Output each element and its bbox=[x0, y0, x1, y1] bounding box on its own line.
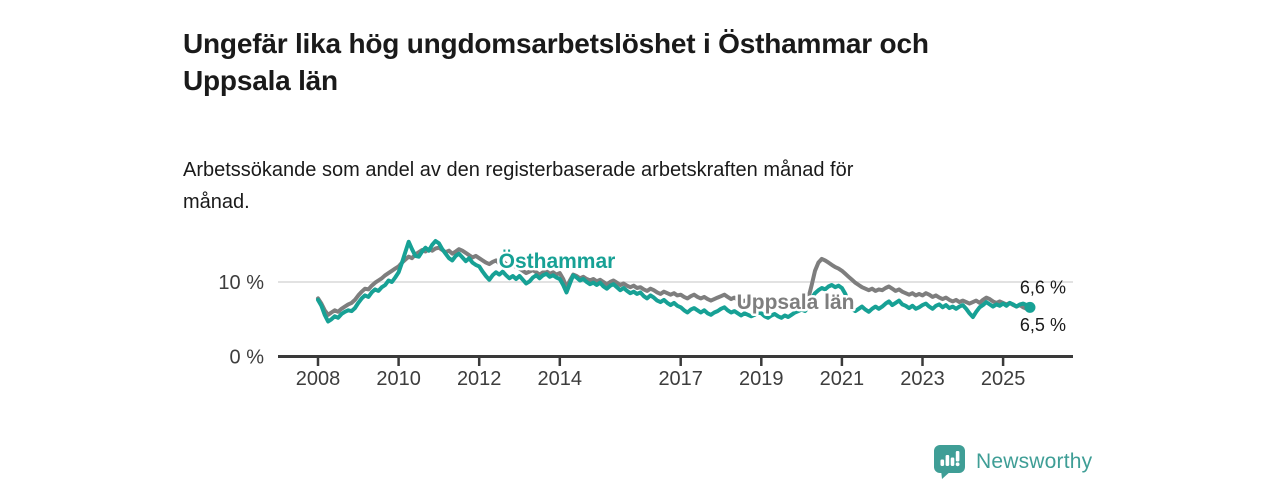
x-axis-label-2025: 2025 bbox=[981, 368, 1026, 390]
series-end-dot-1 bbox=[1024, 301, 1036, 313]
newsworthy-logo[interactable]: Newsworthy bbox=[933, 444, 1092, 480]
chart-title-line-2: Uppsala län bbox=[183, 64, 338, 96]
x-axis-label-2017: 2017 bbox=[658, 368, 703, 390]
logo-bar-short bbox=[940, 459, 945, 466]
logo-exclamation-dot bbox=[955, 462, 960, 467]
chart-subtitle-line-1: Arbetssökande som andel av den registerb… bbox=[183, 159, 854, 181]
chart-subtitle-line-2: månad. bbox=[183, 191, 250, 213]
x-axis-label-2008: 2008 bbox=[296, 368, 341, 390]
newsworthy-icon bbox=[934, 445, 965, 479]
end-value-label-low: 6,5 % bbox=[1020, 315, 1066, 335]
logo-exclamation-bar bbox=[955, 451, 960, 462]
series-name-label-uppsala-län: Uppsala län bbox=[737, 291, 855, 314]
series-line-0 bbox=[316, 245, 1032, 317]
x-axis-label-2023: 2023 bbox=[900, 368, 945, 390]
chart-title: Ungefär lika hög ungdomsarbetslöshet i Ö… bbox=[183, 25, 929, 99]
y-axis-label-10: 10 % bbox=[218, 272, 264, 294]
x-axis-label-2014: 2014 bbox=[538, 368, 583, 390]
end-value-label-high: 6,6 % bbox=[1020, 277, 1066, 297]
x-axis-label-2021: 2021 bbox=[820, 368, 865, 390]
x-axis-label-2012: 2012 bbox=[457, 368, 502, 390]
y-axis-label-0: 0 % bbox=[230, 347, 265, 369]
logo-bar-tall bbox=[945, 455, 950, 466]
logo-bar-medium bbox=[950, 457, 955, 466]
x-axis-label-2010: 2010 bbox=[376, 368, 421, 390]
chart-subtitle: Arbetssökande som andel av den registerb… bbox=[183, 154, 853, 218]
series-line-1 bbox=[316, 239, 1032, 324]
chart-title-line-1: Ungefär lika hög ungdomsarbetslöshet i Ö… bbox=[183, 27, 929, 59]
series-name-label-östhammar: Östhammar bbox=[499, 250, 616, 273]
x-axis-label-2019: 2019 bbox=[739, 368, 784, 390]
newsworthy-wordmark: Newsworthy bbox=[976, 450, 1093, 473]
